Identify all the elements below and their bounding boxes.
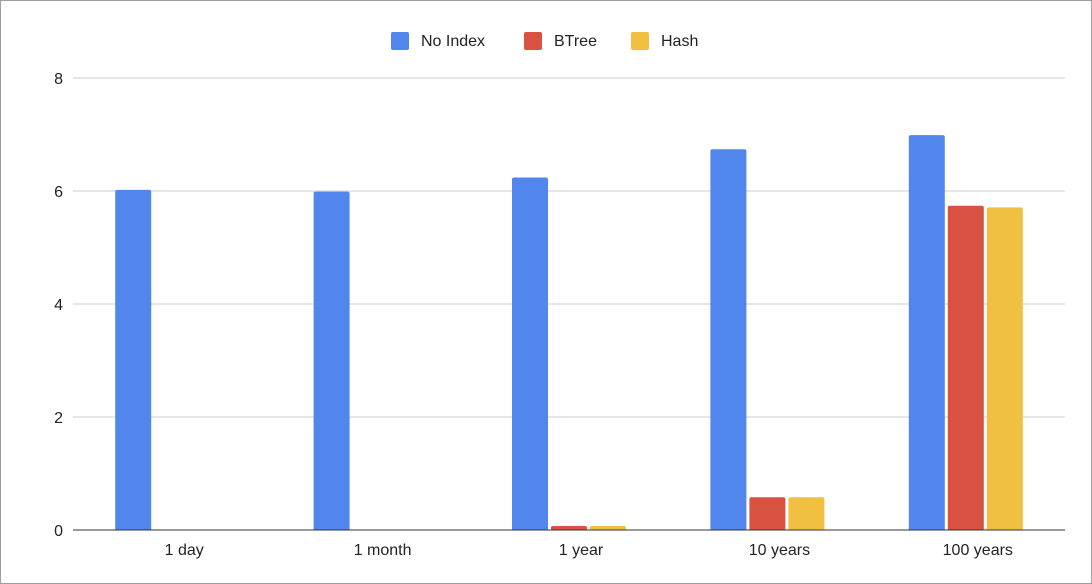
legend-label: BTree — [554, 33, 597, 50]
y-tick-label: 8 — [54, 71, 63, 88]
bar-no-index-1-year — [512, 177, 548, 530]
y-tick-label: 2 — [54, 410, 63, 427]
bar-btree-10-years — [749, 497, 786, 530]
x-axis: 1 day 1 month 1 year 10 years 100 years — [165, 542, 1013, 559]
x-tick-label: 100 years — [943, 542, 1013, 559]
y-tick-label: 6 — [54, 184, 63, 201]
legend-swatch — [524, 32, 542, 50]
y-axis: 0 2 4 6 8 — [54, 71, 63, 540]
x-tick-label: 1 month — [354, 542, 412, 559]
legend-swatch — [391, 32, 409, 50]
x-tick-label: 1 day — [165, 542, 204, 559]
legend: No Index BTree Hash — [391, 32, 698, 50]
y-tick-label: 0 — [54, 523, 63, 540]
legend-item-no-index: No Index — [391, 32, 485, 50]
legend-swatch — [631, 32, 649, 50]
legend-label: No Index — [421, 33, 485, 50]
x-tick-label: 1 year — [559, 542, 604, 559]
bar-no-index-1-month — [313, 191, 350, 530]
legend-item-btree: BTree — [524, 32, 597, 50]
bar-hash-100-years — [986, 207, 1023, 530]
x-tick-label: 10 years — [749, 542, 810, 559]
bar-hash-10-years — [788, 497, 825, 530]
bar-btree-100-years — [947, 205, 984, 530]
bar-no-index-10-years — [710, 149, 747, 530]
bar-no-index-100-years — [908, 135, 945, 530]
gridlines — [73, 77, 1065, 418]
bars — [115, 135, 1023, 530]
bar-no-index-1-day — [115, 189, 152, 530]
bar-hash-1-year — [590, 526, 626, 530]
bar-btree-1-year — [551, 526, 587, 530]
legend-item-hash: Hash — [631, 32, 698, 50]
legend-label: Hash — [661, 33, 698, 50]
y-tick-label: 4 — [54, 297, 63, 314]
